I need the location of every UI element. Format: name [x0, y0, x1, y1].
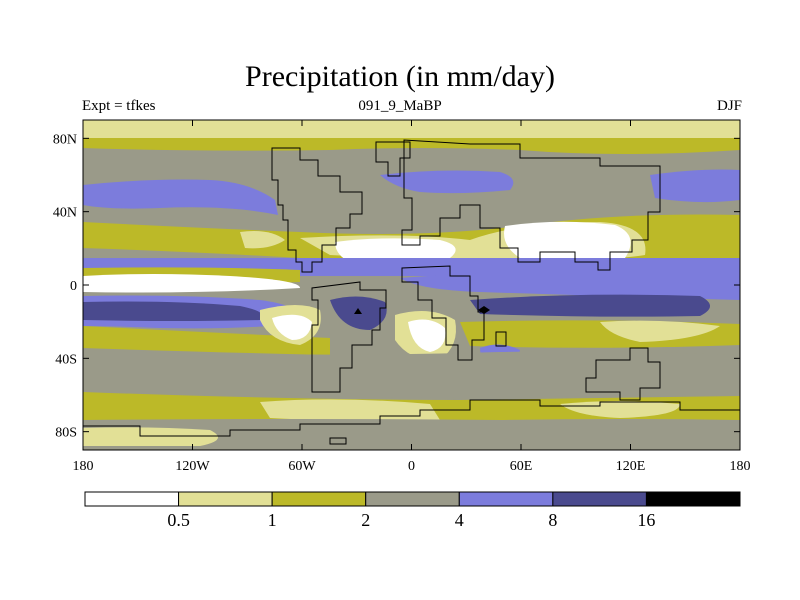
field-south-atlantic-dry-core	[408, 319, 446, 352]
coastline-antarctica	[83, 399, 740, 437]
y-tick-label: 40S	[55, 352, 77, 367]
colorbar-swatch	[178, 491, 273, 507]
y-tick-label: 40N	[53, 206, 77, 221]
colorbar-swatch	[271, 491, 367, 507]
contour-field	[83, 120, 740, 450]
field-arabia-dry	[504, 221, 631, 261]
field-antarctic-edge-yellow	[83, 427, 218, 446]
field-indian-ocean-blue	[400, 270, 740, 300]
colorbar-swatch	[645, 491, 741, 507]
coastlines	[83, 139, 740, 445]
y-tick-label: 0	[70, 279, 77, 294]
y-axis: 80N 40N 0 40S 80S	[53, 132, 740, 441]
season-label: DJF	[716, 98, 742, 114]
colorbar: 0.5 1 2 4 8 16	[84, 491, 741, 530]
y-tick-label: 80N	[53, 132, 77, 147]
field-equatorial-dry	[83, 274, 300, 293]
colorbar-label: 16	[637, 510, 655, 530]
colorbar-label: 2	[361, 510, 370, 530]
x-tick-label: 120E	[616, 459, 646, 474]
coastline-australia	[585, 347, 661, 401]
field-arctic-olive	[83, 138, 740, 154]
x-tick-label: 60W	[288, 459, 316, 474]
field-south-pacific-olive	[83, 326, 330, 355]
colorbar-label: 1	[268, 510, 277, 530]
x-axis: 180 120W 60W 0 60E 120E 180	[73, 120, 751, 474]
coastline-north-america	[271, 147, 363, 273]
colorbar-swatch	[84, 491, 180, 507]
y-tick-label: 80S	[55, 426, 77, 441]
field-sahara-dry	[335, 238, 456, 264]
x-tick-label: 180	[730, 459, 751, 474]
field-north-atlantic-track	[380, 170, 514, 194]
marker-africa	[478, 306, 490, 314]
field-north-west-pacific-track	[650, 169, 740, 203]
x-tick-label: 0	[408, 459, 415, 474]
field-south-indian-dry	[600, 320, 720, 342]
colorbar-label: 4	[455, 510, 464, 530]
field-antarctic-coast-yellow	[260, 399, 440, 421]
coastline-antarctic-peninsula	[329, 437, 347, 445]
field-southern-storm-track	[83, 350, 740, 398]
marker-south-america	[354, 308, 362, 314]
field-spcz-core	[83, 301, 263, 321]
coastline-south-america	[311, 281, 387, 393]
field-south-indian-core	[470, 294, 710, 317]
experiment-label: Expt = tfkes	[82, 98, 156, 114]
x-tick-label: 60E	[510, 459, 533, 474]
field-south-pacific-dry-core	[272, 314, 312, 340]
coastline-africa	[401, 265, 485, 361]
x-tick-label: 180	[73, 459, 94, 474]
coastline-eurasia	[401, 139, 661, 271]
field-nw-pacific-dry	[240, 231, 285, 249]
field-north-pacific-track	[83, 179, 278, 215]
field-antarctic-interior	[83, 419, 740, 450]
colorbar-swatch	[552, 491, 647, 507]
field-antarctic-edge-olive	[560, 401, 680, 418]
colorbar-label: 8	[548, 510, 557, 530]
colorbar-swatch	[365, 491, 460, 507]
chart-title: Precipitation (in mm/day)	[245, 60, 555, 93]
coastline-greenland	[375, 141, 411, 177]
field-arctic-yellow	[83, 120, 740, 138]
period-label: 091_9_MaBP	[358, 98, 442, 114]
coastline-madagascar	[495, 331, 507, 347]
colorbar-swatch	[458, 491, 554, 507]
colorbar-label: 0.5	[167, 510, 190, 530]
x-tick-label: 120W	[175, 459, 210, 474]
